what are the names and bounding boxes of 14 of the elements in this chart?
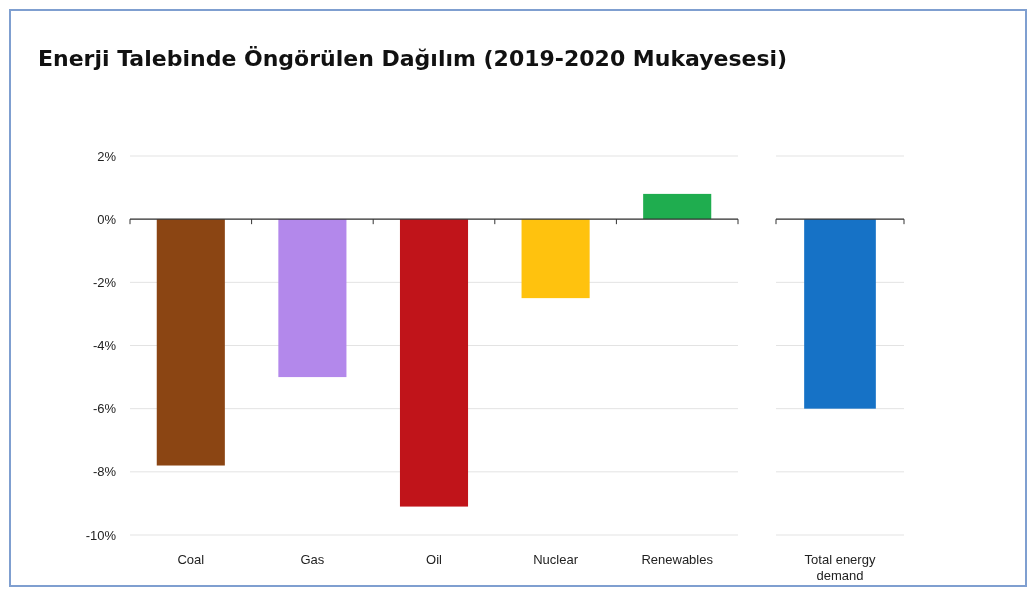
- x-tick-label: Total energy demand: [804, 552, 876, 583]
- y-tick-label: -8%: [92, 464, 117, 480]
- y-tick-label: -6%: [92, 401, 117, 417]
- y-tick-label: -4%: [92, 338, 117, 354]
- chart-title: Enerji Talebinde Öngörülen Dağılım (2019-2020 Mukayesesi): [38, 46, 788, 71]
- y-tick-label: -2%: [92, 274, 117, 290]
- y-tick-label: 2%: [97, 148, 117, 164]
- y-tick-label: -10%: [85, 527, 117, 543]
- x-tick-label: Gas: [300, 552, 325, 567]
- y-tick-label: 0%: [97, 211, 117, 227]
- x-tick-label: Coal: [177, 552, 205, 567]
- x-tick-label: Oil: [426, 552, 443, 567]
- x-tick-label: Renewables: [641, 552, 714, 567]
- x-tick-label: Nuclear: [533, 552, 579, 567]
